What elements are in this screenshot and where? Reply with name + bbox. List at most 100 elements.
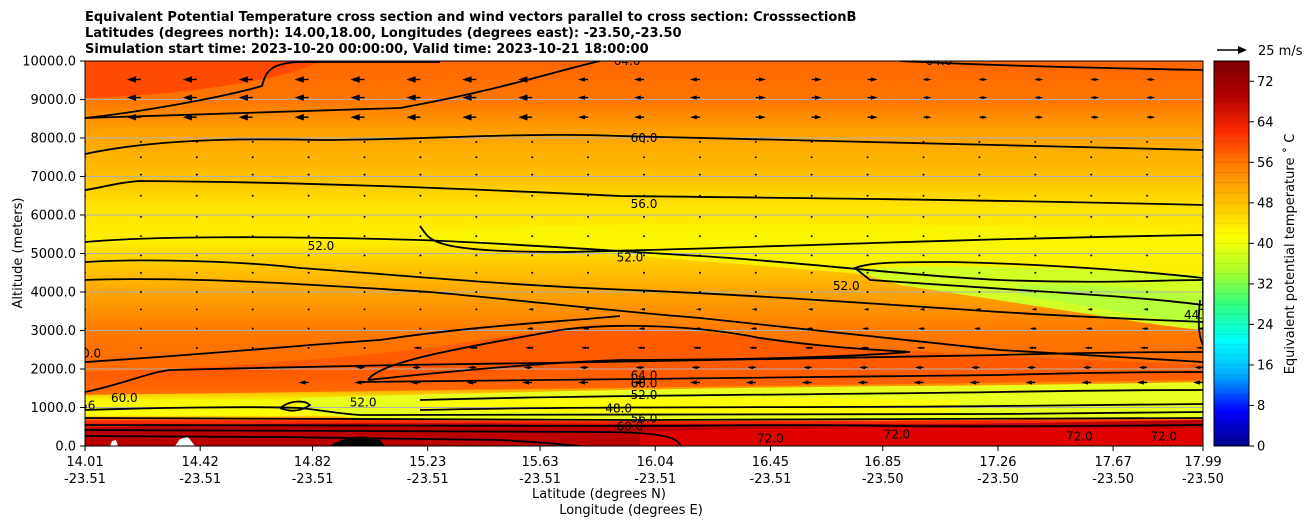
wind-vector-dot	[1034, 174, 1036, 176]
wind-vector-dot	[1090, 174, 1092, 176]
wind-vector-dot	[1034, 235, 1036, 237]
wind-vector-dot	[252, 328, 254, 330]
wind-vector-dot	[1146, 272, 1148, 274]
x-tick-label-lon: -23.51	[179, 472, 221, 487]
y-tick-label: 7000.0	[31, 170, 77, 185]
wind-vector-dot	[475, 216, 477, 218]
wind-vector-dot	[364, 141, 366, 143]
wind-vector-dot	[587, 174, 589, 176]
wind-vector-dot	[755, 291, 757, 293]
wind-vector-dot	[419, 291, 421, 293]
wind-vector-dot	[531, 174, 533, 176]
wind-vector-dot	[140, 254, 142, 256]
wind-vector-dot	[531, 156, 533, 158]
x-tick-label-lat: 15.63	[521, 455, 558, 470]
wind-vector-dot	[531, 272, 533, 274]
wind-vector-dot	[867, 174, 869, 176]
colorbar-tick-label: 64	[1257, 115, 1274, 130]
wind-vector-dot	[1090, 141, 1092, 143]
wind-vector-dot	[140, 328, 142, 330]
wind-vector-dot	[923, 272, 925, 274]
plot-area: 64.0 64.060.056.052.052.052.044.060.060.0…	[71, 54, 1211, 446]
wind-vector-dot	[755, 156, 757, 158]
wind-vector-dot	[755, 141, 757, 143]
wind-vector-dot	[308, 174, 310, 176]
wind-vector-dot	[531, 216, 533, 218]
title-line-2: Latitudes (degrees north): 14.00,18.00, …	[85, 26, 682, 41]
wind-vector-dot	[364, 291, 366, 293]
wind-vector-dot	[252, 174, 254, 176]
colorbar-tick-label: 8	[1257, 399, 1265, 414]
y-tick-label: 4000.0	[31, 286, 77, 301]
x-tick-label-lon: -23.50	[862, 472, 904, 487]
wind-vector-dot	[364, 272, 366, 274]
wind-vector-dot	[308, 216, 310, 218]
wind-vector-dot	[923, 195, 925, 197]
x-tick-label-lat: 14.42	[182, 455, 219, 470]
wind-vector-dot	[867, 291, 869, 293]
wind-vector-dot	[699, 195, 701, 197]
wind-vector-dot	[196, 156, 198, 158]
colorbar-tick-label: 72	[1257, 75, 1274, 90]
wind-vector-dot	[1034, 141, 1036, 143]
wind-vector-dot	[978, 291, 980, 293]
wind-vector-dot	[252, 254, 254, 256]
wind-vector-dot	[643, 174, 645, 176]
colorbar: 081624324048566472 Equivalent potential …	[1214, 61, 1298, 455]
wind-vector-dot	[252, 156, 254, 158]
wind-vector-dot	[475, 174, 477, 176]
wind-vector-dot	[867, 141, 869, 143]
wind-vector-dot	[1146, 291, 1148, 293]
wind-vector-head	[1205, 116, 1211, 119]
wind-vector-dot	[867, 156, 869, 158]
wind-vector-dot	[196, 347, 198, 349]
wind-vector-dot	[475, 291, 477, 293]
wind-vector-dot	[1090, 291, 1092, 293]
wind-vector-dot	[923, 216, 925, 218]
wind-vector-dot	[923, 174, 925, 176]
wind-vector-dot	[867, 254, 869, 256]
quiver-key: 25 m/s	[1217, 44, 1303, 59]
contour-label: 52.0	[617, 250, 644, 264]
wind-vector-dot	[140, 156, 142, 158]
contour-label: 56	[80, 399, 95, 413]
x-axis-label-lat: Latitude (degrees N)	[532, 487, 666, 502]
wind-vector-dot	[699, 254, 701, 256]
wind-vector-dot	[755, 195, 757, 197]
x-tick-label-lon: -23.51	[634, 472, 676, 487]
x-tick-label-lon: -23.51	[519, 472, 561, 487]
contour-label: 52.0	[833, 279, 860, 293]
wind-vector-dot	[196, 291, 198, 293]
wind-vector-dot	[531, 254, 533, 256]
contour-label: 60.0	[74, 347, 101, 361]
x-tick-label-lat: 17.99	[1184, 455, 1221, 470]
wind-vector-dot	[140, 291, 142, 293]
wind-vector-dot	[364, 347, 366, 349]
wind-vector-dot	[419, 308, 421, 310]
wind-vector-dot	[1034, 216, 1036, 218]
wind-vector-dot	[811, 174, 813, 176]
y-tick-label: 8000.0	[31, 132, 77, 147]
wind-vector-dot	[811, 216, 813, 218]
wind-vector-dot	[308, 235, 310, 237]
wind-vector-dot	[923, 254, 925, 256]
wind-vector-dot	[140, 272, 142, 274]
y-tick-label: 3000.0	[31, 324, 77, 339]
wind-vector-dot	[811, 291, 813, 293]
wind-vector-dot	[419, 141, 421, 143]
wind-vector-head	[71, 114, 80, 120]
wind-vector-dot	[196, 308, 198, 310]
contour-label: 72.0	[757, 431, 784, 445]
wind-vector-dot	[699, 291, 701, 293]
wind-vector-dot	[867, 195, 869, 197]
wind-vector-dot	[699, 141, 701, 143]
wind-vector-dot	[1090, 216, 1092, 218]
wind-vector-dot	[978, 195, 980, 197]
wind-vector-dot	[1090, 195, 1092, 197]
x-tick-label-lon: -23.51	[64, 472, 106, 487]
wind-vector-head	[1205, 96, 1211, 99]
wind-vector-dot	[475, 254, 477, 256]
contour-label: 52.0	[631, 388, 658, 402]
wind-vector-dot	[531, 195, 533, 197]
quiver-key-arrowhead	[1238, 46, 1247, 54]
